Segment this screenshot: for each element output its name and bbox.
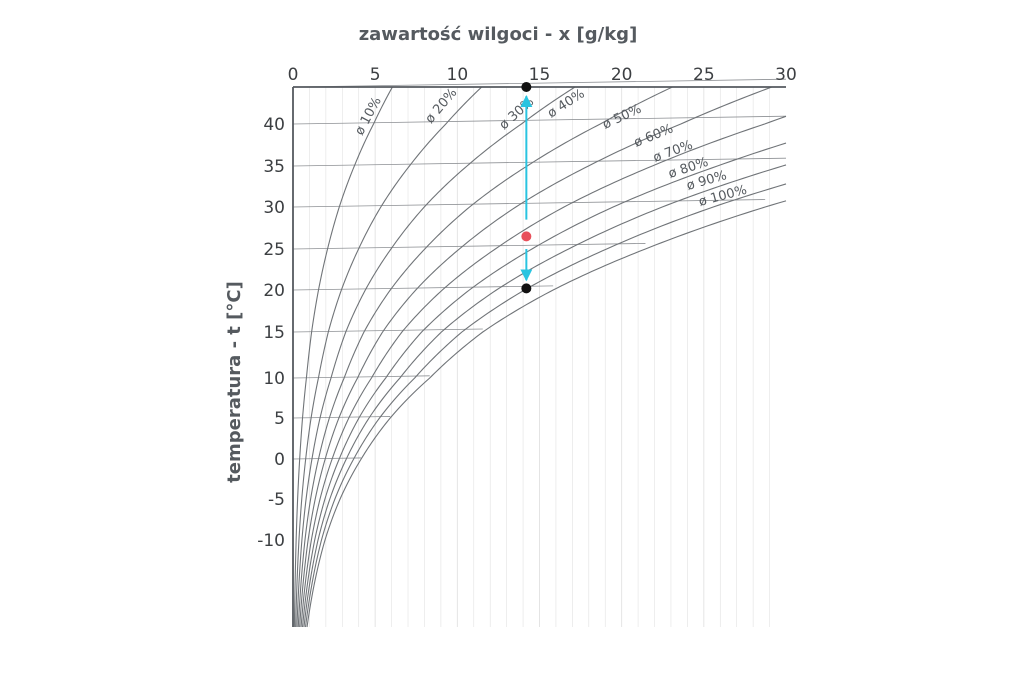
x-tick-label: 15 bbox=[529, 65, 551, 85]
y-tick-label: 5 bbox=[274, 409, 285, 429]
y-tick-label: 35 bbox=[263, 157, 285, 177]
rh-curve-label: ø 10% bbox=[352, 95, 384, 138]
y-tick-label: -5 bbox=[268, 490, 285, 510]
rh-curve bbox=[303, 164, 787, 628]
rh-curve-label: ø 40% bbox=[545, 86, 588, 121]
isotherm-line bbox=[292, 375, 430, 379]
rh-curve-labels: ø 10% ø 20% ø 30% ø 40% ø 50%ø 60%ø 70%ø 80%… bbox=[352, 86, 748, 210]
isotherm-line bbox=[292, 328, 483, 333]
x-tick-label: 5 bbox=[370, 65, 381, 85]
isotherm-line bbox=[292, 157, 787, 167]
isotherm-line bbox=[292, 78, 787, 88]
grid-lines bbox=[309, 87, 770, 627]
rh-curve bbox=[300, 115, 787, 628]
isotherm-line bbox=[292, 285, 554, 291]
y-tick-label: 30 bbox=[263, 198, 285, 218]
rh-curves bbox=[293, 86, 787, 628]
x-axis-title: zawartość wilgoci - x [g/kg] bbox=[359, 24, 638, 45]
isotherm-line bbox=[292, 199, 766, 208]
rh-curve bbox=[306, 200, 787, 628]
isotherm-line bbox=[292, 457, 362, 460]
state-point bbox=[521, 283, 532, 294]
x-tick-label: 0 bbox=[288, 65, 299, 85]
y-tick-label: -10 bbox=[257, 531, 285, 551]
x-tick-label: 30 bbox=[775, 65, 797, 85]
state-points bbox=[521, 82, 532, 294]
rh-curve bbox=[299, 86, 773, 628]
y-axis-title: temperatura - t [°C] bbox=[224, 281, 245, 483]
y-tick-label: 0 bbox=[274, 450, 285, 470]
state-point bbox=[521, 82, 532, 92]
y-tick-label: 15 bbox=[263, 323, 285, 343]
isotherm-line bbox=[292, 416, 391, 419]
isotherm-line bbox=[292, 243, 646, 250]
y-tick-label: 25 bbox=[263, 240, 285, 260]
rh-curve bbox=[297, 86, 673, 628]
x-tick-label: 10 bbox=[447, 65, 469, 85]
rh-curve bbox=[301, 142, 787, 628]
axes bbox=[292, 86, 786, 627]
rh-curve bbox=[293, 86, 393, 628]
x-tick-label: 25 bbox=[693, 65, 715, 85]
isotherm-lines bbox=[292, 78, 787, 460]
rh-curve bbox=[304, 183, 787, 628]
rh-curve bbox=[296, 86, 576, 628]
y-tick-labels: 40 35 30 25 20 15 10 5 0 -5 -10 bbox=[257, 115, 285, 551]
y-tick-label: 20 bbox=[263, 281, 285, 301]
y-tick-label: 40 bbox=[263, 115, 285, 135]
x-tick-labels: 0 5 10 15 20 25 30 bbox=[288, 65, 797, 85]
rh-curve-label: ø 20% bbox=[423, 86, 461, 127]
state-point bbox=[521, 231, 532, 242]
isotherm-line bbox=[292, 115, 787, 125]
x-tick-label: 20 bbox=[611, 65, 633, 85]
y-tick-label: 10 bbox=[263, 369, 285, 389]
rh-curve bbox=[295, 86, 483, 628]
